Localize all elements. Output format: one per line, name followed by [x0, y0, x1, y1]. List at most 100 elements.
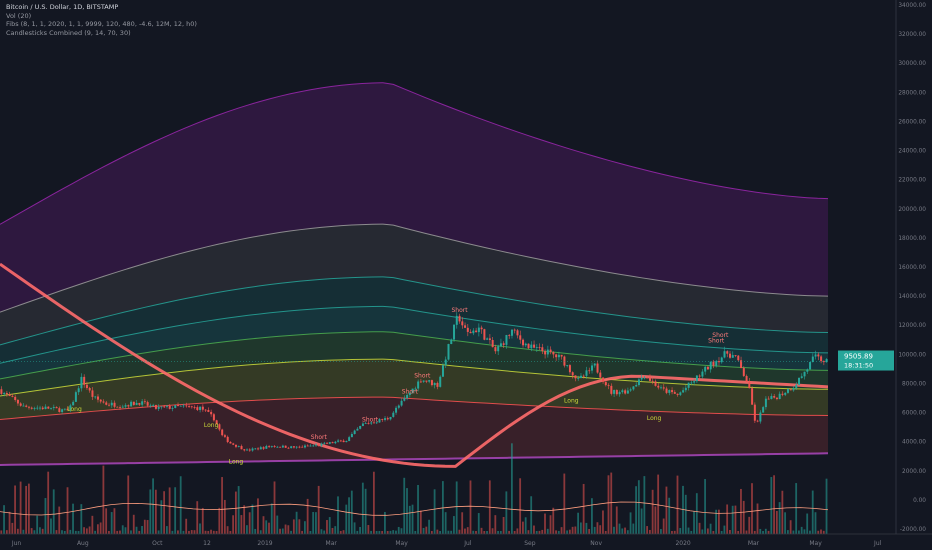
candle-body: [499, 343, 502, 347]
volume-bar: [499, 530, 502, 534]
volume-bar: [679, 528, 682, 534]
volume-bar: [364, 488, 367, 534]
candle-body: [284, 445, 287, 448]
price-axis-label: 8000.00: [902, 381, 926, 387]
candle-body: [723, 351, 726, 358]
candle-body: [436, 382, 439, 387]
candle-body: [295, 446, 298, 448]
volume-bar: [41, 528, 44, 534]
volume-bar: [756, 503, 759, 534]
price-axis-label: 32000.00: [898, 32, 926, 38]
candle-body: [298, 446, 301, 448]
volume-bar: [568, 529, 571, 534]
time-axis-label: Jun: [11, 540, 22, 547]
volume-bar: [370, 530, 373, 534]
candle-body: [408, 392, 411, 395]
fibs-indicator-label[interactable]: Fibs (8, 1, 1, 2020, 1, 1, 9999, 120, 48…: [6, 20, 197, 29]
volume-bar: [199, 523, 201, 534]
candle-body: [8, 394, 11, 396]
candle-body: [508, 335, 511, 336]
time-axis-label: 2019: [257, 540, 272, 547]
candle-body: [682, 390, 685, 393]
volume-bar: [488, 480, 491, 534]
volume-bar: [676, 475, 679, 534]
volume-bar: [154, 489, 157, 534]
volume-bar: [309, 530, 312, 534]
candle-body: [157, 406, 160, 409]
candle-body: [591, 365, 594, 371]
time-axis[interactable]: Jun Aug Oct 12 2019 Mar May Jul Sep Nov 2020 Mar May…: [11, 540, 882, 547]
candle-body: [63, 408, 66, 410]
signal-label: Long: [204, 422, 219, 429]
volume-bar: [254, 528, 257, 534]
volume-bar: [635, 486, 637, 534]
price-axis[interactable]: 34000.00 32000.00 30000.00 28000.00 26000.00…: [898, 3, 926, 533]
volume-indicator-label[interactable]: Vol (20): [6, 11, 32, 20]
candle-body: [637, 379, 640, 386]
volume-bar: [632, 523, 635, 534]
candle-body: [334, 441, 337, 444]
candle-body: [762, 407, 765, 413]
candle-body: [188, 406, 191, 407]
volume-bar: [533, 525, 535, 534]
volume-bar: [798, 530, 800, 534]
volume-bar: [643, 476, 646, 534]
candle-body: [676, 393, 679, 395]
candle-body: [563, 356, 566, 366]
candle-body: [149, 405, 152, 407]
candle-body: [403, 398, 406, 401]
candle-body: [345, 441, 348, 443]
time-axis-label: Aug: [77, 540, 89, 547]
volume-bar: [265, 520, 268, 534]
volume-bar: [433, 489, 436, 534]
volume-bar: [477, 513, 480, 534]
candle-body: [775, 397, 778, 400]
time-axis-label: Jul: [873, 540, 882, 547]
candle-body: [160, 406, 163, 408]
candle-body: [745, 375, 748, 382]
candle-body: [212, 414, 215, 421]
volume-bar: [350, 490, 353, 534]
volume-bar: [160, 500, 163, 534]
signal-labels: LongLongLongShortShortShortShortShortLon…: [67, 307, 729, 465]
signal-label: Short: [708, 338, 725, 345]
candle-body: [270, 446, 273, 447]
price-axis-label: 12000.00: [898, 323, 926, 329]
volume-bar: [279, 528, 281, 534]
volume-bar: [212, 530, 215, 534]
volume-bar: [185, 518, 188, 534]
symbol-title[interactable]: Bitcoin / U.S. Dollar, 1D, BITSTAMP: [6, 3, 119, 11]
candle-body: [704, 366, 707, 372]
signal-label: Short: [311, 434, 328, 441]
volume-bar: [372, 471, 375, 534]
price-axis-label: 22000.00: [898, 178, 926, 184]
candle-body: [196, 407, 199, 410]
volume-bar: [648, 529, 651, 534]
candle-body: [328, 442, 331, 444]
candle-body: [781, 393, 784, 395]
volume-bar: [582, 483, 585, 534]
volume-bar: [132, 514, 135, 534]
candle-body: [199, 406, 202, 410]
volume-bar: [257, 498, 259, 534]
fib-band-fill: [0, 306, 828, 379]
candle-body: [105, 402, 108, 405]
candle-body: [640, 377, 643, 380]
candle-body: [185, 405, 188, 407]
candle-body: [486, 338, 489, 340]
candle-body: [146, 402, 149, 406]
candle-body: [182, 405, 185, 407]
volume-bar: [555, 530, 557, 534]
candle-body: [524, 343, 527, 346]
candle-body: [287, 447, 290, 449]
volume-bar: [419, 510, 422, 534]
volume-bar: [624, 527, 626, 534]
candle-body: [549, 349, 552, 353]
candle-body: [717, 361, 720, 363]
time-axis-label: Oct: [152, 540, 163, 547]
candle-body: [207, 410, 210, 412]
candle-body: [643, 377, 646, 379]
candle-body: [464, 325, 467, 328]
candlesticks-indicator-label[interactable]: Candlesticks Combined (9, 14, 70, 30): [6, 28, 131, 37]
